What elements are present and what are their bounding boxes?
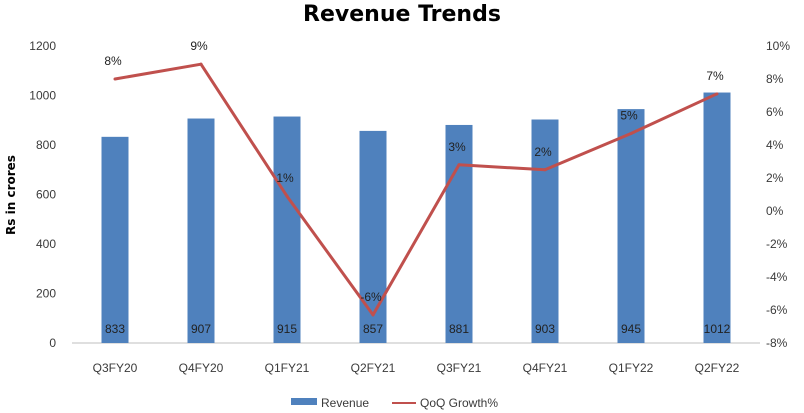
revenue-bar bbox=[359, 130, 387, 343]
revenue-data-label: 833 bbox=[105, 322, 125, 336]
revenue-bar bbox=[703, 92, 731, 343]
revenue-data-label: 907 bbox=[191, 322, 211, 336]
growth-line bbox=[113, 62, 719, 317]
y-right-tick-label: -2% bbox=[766, 237, 788, 251]
growth-data-label: 5% bbox=[620, 108, 638, 122]
chart-title: Revenue Trends bbox=[303, 2, 501, 27]
y-right-tick-label: -8% bbox=[766, 336, 788, 350]
revenue-bar bbox=[187, 118, 215, 343]
x-tick-label: Q4FY21 bbox=[523, 361, 568, 375]
revenue-data-label: 881 bbox=[449, 322, 469, 336]
y-right-tick-label: 6% bbox=[766, 105, 784, 119]
x-tick-label: Q3FY21 bbox=[437, 361, 482, 375]
legend-growth-label: QoQ Growth% bbox=[420, 396, 498, 410]
growth-point bbox=[113, 77, 117, 81]
axes: 0 200 400 600 800 1000 1200 -8% -6% -4% -2% 0% 2% 4% 6… bbox=[29, 39, 790, 375]
growth-data-label: 1% bbox=[276, 171, 294, 185]
x-tick-label: Q1FY21 bbox=[265, 361, 310, 375]
growth-series-line bbox=[114, 62, 718, 317]
y-right-tick-label: 4% bbox=[766, 138, 784, 152]
legend-revenue-label: Revenue bbox=[321, 396, 369, 410]
revenue-data-label: 857 bbox=[363, 322, 383, 336]
y-left-tick-label: 400 bbox=[36, 237, 56, 251]
y-axis-title: Rs in crores bbox=[4, 155, 18, 235]
growth-data-label: 3% bbox=[448, 140, 466, 154]
revenue-bars bbox=[101, 92, 731, 343]
revenue-bar bbox=[531, 119, 559, 343]
y-right-tick-label: 2% bbox=[766, 171, 784, 185]
growth-point bbox=[629, 131, 633, 135]
revenue-data-label: 945 bbox=[621, 322, 641, 336]
y-left-tick-label: 800 bbox=[36, 138, 56, 152]
y-left-tick-label: 1200 bbox=[29, 39, 56, 53]
growth-data-label: 7% bbox=[706, 69, 724, 83]
y-right-tick-label: -6% bbox=[766, 303, 788, 317]
y-right-tick-label: 10% bbox=[766, 39, 790, 53]
growth-point bbox=[285, 194, 289, 198]
revenue-data-label: 903 bbox=[535, 322, 555, 336]
y-left-tick-label: 0 bbox=[49, 336, 56, 350]
growth-point bbox=[199, 62, 203, 66]
growth-point bbox=[715, 92, 719, 96]
x-tick-label: Q3FY20 bbox=[93, 361, 138, 375]
growth-data-label: 2% bbox=[534, 145, 552, 159]
growth-data-label: -6% bbox=[360, 290, 382, 304]
x-tick-label: Q4FY20 bbox=[179, 361, 224, 375]
x-tick-label: Q2FY21 bbox=[351, 361, 396, 375]
y-left-tick-label: 1000 bbox=[29, 89, 56, 103]
growth-point bbox=[543, 168, 547, 172]
legend-revenue-swatch bbox=[291, 398, 317, 405]
revenue-bar bbox=[273, 116, 301, 343]
y-left-tick-label: 200 bbox=[36, 287, 56, 301]
revenue-data-label: 1012 bbox=[704, 322, 731, 336]
x-tick-label: Q1FY22 bbox=[609, 361, 654, 375]
y-right-tick-label: -4% bbox=[766, 270, 788, 284]
legend: Revenue QoQ Growth% bbox=[291, 396, 498, 410]
x-tick-label: Q2FY22 bbox=[695, 361, 740, 375]
data-labels: 833 907 915 857 881 903 945 1012 8% 9% 1% -6% 3% 2% 5%… bbox=[104, 39, 730, 336]
growth-data-label: 9% bbox=[190, 39, 208, 53]
revenue-bar bbox=[445, 124, 473, 343]
y-left-tick-label: 600 bbox=[36, 188, 56, 202]
revenue-bar bbox=[101, 136, 129, 343]
y-right-tick-label: 0% bbox=[766, 204, 784, 218]
revenue-data-label: 915 bbox=[277, 322, 297, 336]
growth-point bbox=[371, 313, 375, 317]
growth-data-label: 8% bbox=[104, 54, 122, 68]
revenue-bar bbox=[617, 109, 645, 343]
growth-point bbox=[457, 163, 461, 167]
y-right-tick-label: 8% bbox=[766, 72, 784, 86]
